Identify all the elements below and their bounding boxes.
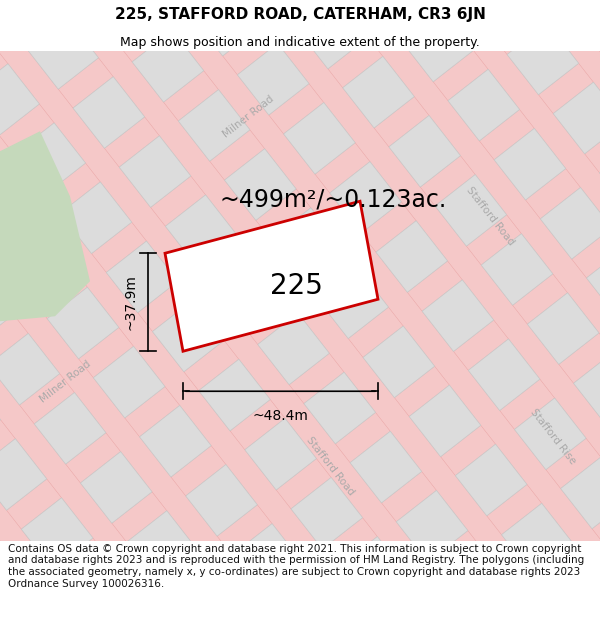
Polygon shape — [189, 390, 600, 625]
Polygon shape — [271, 208, 342, 279]
Polygon shape — [0, 47, 383, 625]
Polygon shape — [0, 139, 265, 625]
Polygon shape — [238, 44, 309, 115]
Polygon shape — [166, 195, 237, 266]
Polygon shape — [68, 557, 139, 625]
Polygon shape — [73, 77, 145, 148]
Polygon shape — [8, 603, 80, 625]
Text: Milner Road: Milner Road — [221, 93, 275, 139]
Polygon shape — [106, 241, 178, 312]
Text: Stafford Road: Stafford Road — [304, 435, 356, 498]
Polygon shape — [0, 544, 34, 616]
Polygon shape — [0, 0, 550, 379]
Polygon shape — [232, 524, 304, 595]
Polygon shape — [235, 449, 600, 625]
Polygon shape — [376, 221, 448, 292]
Polygon shape — [394, 0, 600, 407]
Polygon shape — [481, 234, 553, 305]
Polygon shape — [140, 406, 211, 477]
Polygon shape — [1, 228, 73, 300]
Polygon shape — [119, 136, 191, 208]
Polygon shape — [0, 0, 503, 321]
Polygon shape — [0, 439, 47, 510]
Polygon shape — [158, 0, 600, 592]
Polygon shape — [317, 267, 388, 339]
Polygon shape — [40, 0, 600, 625]
Polygon shape — [0, 1, 442, 625]
Polygon shape — [199, 359, 270, 431]
Polygon shape — [98, 0, 600, 625]
Polygon shape — [245, 418, 316, 490]
Polygon shape — [22, 498, 93, 569]
Polygon shape — [363, 326, 434, 398]
Polygon shape — [94, 346, 165, 418]
Polygon shape — [0, 186, 206, 625]
Polygon shape — [0, 0, 600, 498]
Polygon shape — [0, 274, 14, 346]
Polygon shape — [356, 0, 427, 22]
Polygon shape — [566, 0, 600, 49]
Polygon shape — [409, 385, 481, 457]
Polygon shape — [0, 0, 600, 557]
Polygon shape — [127, 511, 198, 582]
Polygon shape — [60, 182, 132, 254]
Polygon shape — [296, 0, 368, 69]
Polygon shape — [278, 582, 350, 625]
Text: Stafford Rise: Stafford Rise — [529, 407, 578, 466]
Polygon shape — [0, 64, 40, 136]
Polygon shape — [0, 0, 595, 439]
Polygon shape — [291, 478, 362, 549]
Text: Map shows position and indicative extent of the property.: Map shows position and indicative extent… — [120, 36, 480, 49]
Polygon shape — [383, 596, 455, 625]
Polygon shape — [14, 123, 86, 194]
Polygon shape — [50, 213, 600, 625]
Text: 225, STAFFORD ROAD, CATERHAM, CR3 6JN: 225, STAFFORD ROAD, CATERHAM, CR3 6JN — [115, 7, 485, 22]
Text: ~37.9m: ~37.9m — [124, 274, 138, 330]
Polygon shape — [468, 339, 540, 411]
Text: Contains OS data © Crown copyright and database right 2021. This information is : Contains OS data © Crown copyright and d… — [8, 544, 584, 589]
Polygon shape — [574, 352, 600, 424]
Polygon shape — [442, 549, 514, 621]
Polygon shape — [212, 254, 283, 326]
Text: Milner Road: Milner Road — [38, 358, 92, 404]
Polygon shape — [217, 0, 600, 546]
Polygon shape — [97, 272, 600, 625]
Polygon shape — [152, 300, 224, 372]
Polygon shape — [143, 331, 600, 625]
Polygon shape — [453, 0, 600, 361]
Polygon shape — [165, 201, 378, 351]
Polygon shape — [284, 102, 355, 174]
Polygon shape — [422, 280, 494, 351]
Polygon shape — [402, 10, 473, 82]
Polygon shape — [0, 93, 324, 625]
Polygon shape — [224, 149, 296, 220]
Text: ~499m²/~0.123ac.: ~499m²/~0.123ac. — [220, 188, 447, 211]
Polygon shape — [34, 392, 106, 464]
Polygon shape — [304, 372, 376, 444]
Polygon shape — [0, 169, 26, 241]
Polygon shape — [0, 0, 457, 261]
Polygon shape — [0, 0, 52, 30]
Polygon shape — [191, 0, 263, 56]
Polygon shape — [448, 69, 520, 141]
Polygon shape — [335, 0, 600, 453]
Polygon shape — [0, 95, 600, 625]
Text: 225: 225 — [270, 272, 323, 300]
Polygon shape — [514, 398, 586, 469]
Polygon shape — [337, 537, 409, 608]
Polygon shape — [330, 162, 401, 233]
Text: ~48.4m: ~48.4m — [253, 409, 308, 423]
Polygon shape — [132, 31, 204, 102]
Polygon shape — [343, 56, 414, 128]
Polygon shape — [350, 431, 422, 503]
Polygon shape — [586, 247, 600, 318]
Polygon shape — [553, 82, 600, 154]
Polygon shape — [502, 503, 573, 575]
Polygon shape — [0, 0, 560, 625]
Polygon shape — [258, 313, 329, 384]
